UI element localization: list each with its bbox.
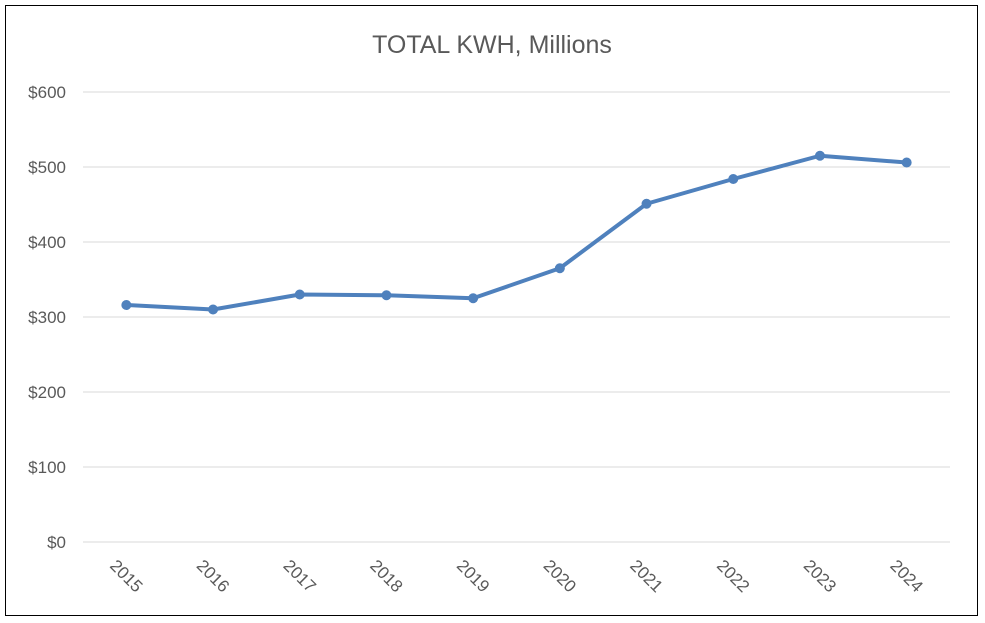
- data-point-2021: [641, 198, 652, 209]
- y-tick-label: $400: [28, 233, 66, 252]
- chart-frame: [5, 5, 978, 616]
- series-kwh: [121, 150, 912, 315]
- x-tick-label: 2015: [106, 556, 146, 596]
- data-point-2017: [294, 289, 305, 300]
- x-tick-label: 2016: [193, 556, 233, 596]
- data-point-2024: [901, 157, 912, 168]
- gridlines: [83, 91, 950, 543]
- data-point-2022: [728, 174, 739, 184]
- x-tick-label: 2023: [800, 556, 840, 596]
- x-tick-label: 2018: [366, 556, 406, 596]
- x-axis-tick-labels: 2015 2016 2017 2018 2019 2020 2021 2022 2023 2024: [106, 556, 926, 596]
- y-tick-label: $0: [47, 533, 66, 552]
- data-point-2019: [468, 293, 479, 304]
- data-point-2020: [554, 263, 565, 274]
- series-line: [124, 153, 909, 312]
- x-tick-label: 2022: [713, 556, 753, 596]
- x-tick-label: 2021: [626, 556, 666, 596]
- x-tick-label: 2020: [540, 556, 580, 596]
- data-point-2016: [208, 304, 219, 315]
- data-point-2023: [814, 150, 825, 161]
- x-tick-label: 2019: [453, 556, 493, 596]
- y-tick-label: $500: [28, 158, 66, 177]
- y-tick-label: $300: [28, 308, 66, 327]
- y-tick-label: $200: [28, 383, 66, 402]
- data-point-2018: [381, 290, 392, 301]
- y-axis-tick-labels: $0 $100 $200 $300 $400 $500 $600: [28, 83, 66, 552]
- x-tick-label: 2017: [280, 556, 320, 596]
- y-tick-label: $100: [28, 458, 66, 477]
- data-point-2015: [121, 300, 132, 310]
- chart-title: TOTAL KWH, Millions: [372, 31, 612, 59]
- x-tick-label: 2024: [886, 556, 926, 596]
- y-tick-label: $600: [28, 83, 66, 102]
